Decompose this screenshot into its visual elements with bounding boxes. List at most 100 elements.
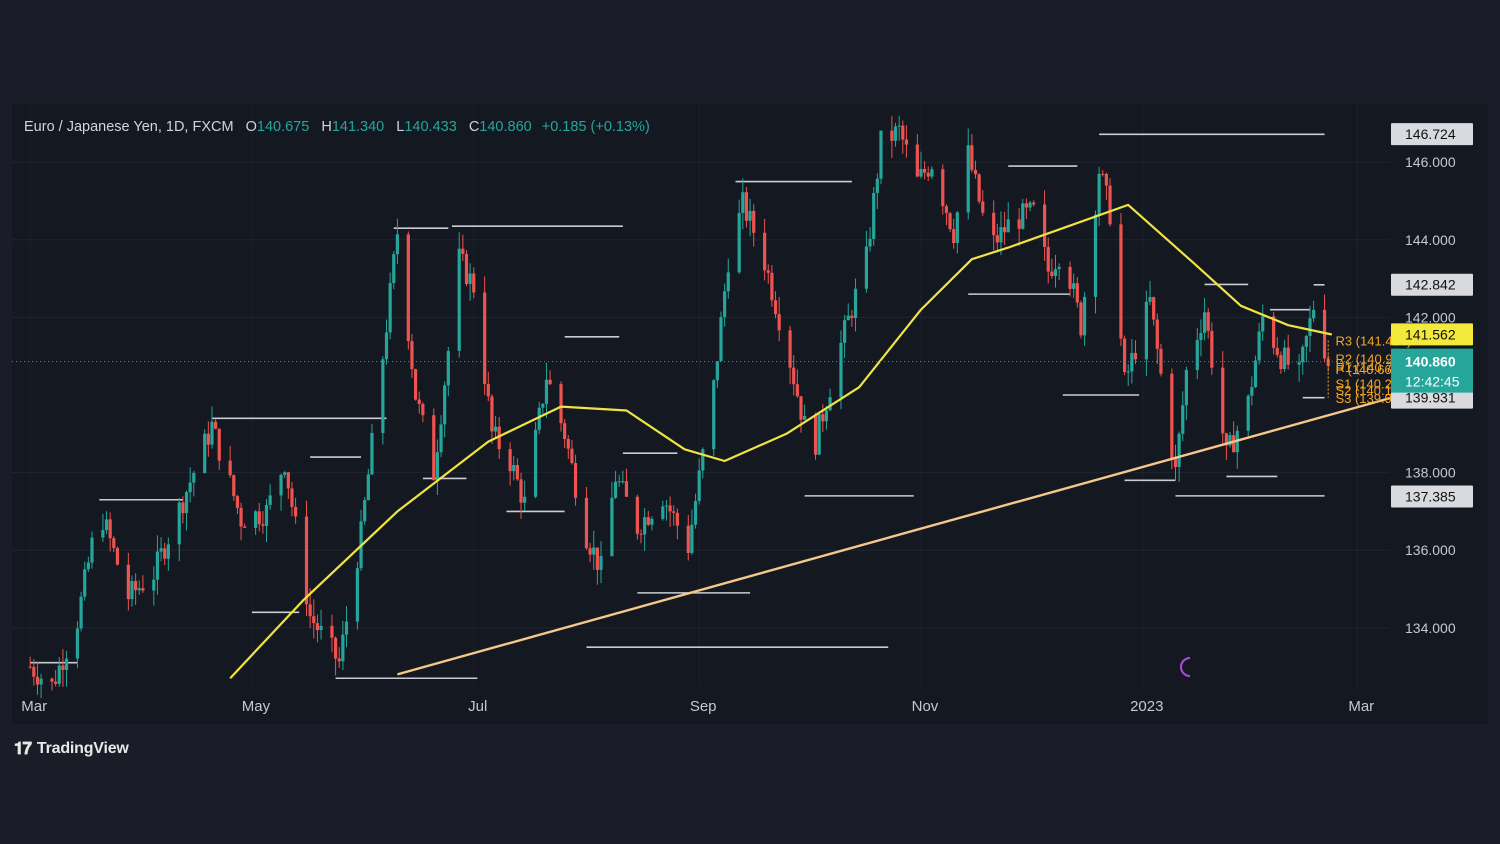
y-tick-label: 144.000 — [1405, 232, 1456, 248]
candle-down — [1101, 173, 1105, 175]
candle-down — [1133, 352, 1138, 360]
candle-up — [392, 254, 396, 284]
symbol-legend: Euro / Japanese Yen, 1D, FXCM O140.675 H… — [24, 119, 650, 135]
candle-down — [977, 174, 981, 202]
candle-up — [443, 385, 447, 425]
candle-down — [472, 273, 476, 293]
candle-down — [1024, 203, 1029, 208]
candle-up — [748, 210, 752, 221]
candle-down — [850, 315, 854, 319]
candle-up — [955, 212, 959, 244]
candle-up — [650, 518, 654, 525]
candle-up — [279, 474, 283, 496]
candle-up — [395, 234, 400, 255]
candle-up — [1257, 331, 1261, 361]
candle-up — [741, 192, 745, 214]
candle-down — [1224, 433, 1228, 446]
candle-down — [417, 399, 421, 404]
candle-down — [515, 465, 519, 480]
candle-down — [1108, 185, 1112, 225]
candle-up — [1097, 173, 1101, 215]
candle-down — [777, 314, 781, 331]
low-key: L — [396, 119, 405, 135]
candle-up — [533, 429, 538, 497]
candle-down — [1104, 174, 1109, 186]
candle-up — [79, 596, 83, 629]
candle-down — [337, 658, 341, 662]
candle-down — [126, 564, 130, 600]
candle-down — [243, 526, 247, 528]
candle-down — [1210, 330, 1214, 368]
candle-up — [1253, 360, 1258, 388]
candle-down — [108, 519, 112, 539]
y-tick-label: 146.000 — [1405, 154, 1456, 170]
candle-down — [257, 511, 261, 525]
candle-down — [563, 423, 567, 439]
price-badge-label: 141.562 — [1405, 326, 1456, 342]
candle-up — [1184, 369, 1188, 406]
candle-up — [439, 424, 443, 453]
candle-up — [188, 482, 192, 493]
candle-up — [355, 568, 360, 622]
candle-up — [1057, 266, 1061, 270]
candle-up — [1312, 309, 1316, 319]
candle-down — [483, 292, 487, 385]
candle-down — [1155, 319, 1159, 349]
chart-area[interactable]: R3 (141.404) R2 (140.946) R1 (140.725) P (1… — [12, 104, 1488, 724]
candle-up — [701, 449, 705, 471]
candle-up — [1301, 346, 1305, 363]
candle-down — [795, 384, 799, 397]
candle-down — [675, 512, 679, 526]
price-badge-label: 146.724 — [1405, 126, 1456, 142]
candle-up — [159, 548, 163, 552]
x-tick-label: Mar — [1348, 698, 1374, 715]
candle-up — [283, 472, 287, 475]
candle-up — [846, 315, 850, 321]
candle-up — [384, 332, 389, 360]
candle-down — [559, 384, 563, 424]
candle-down — [330, 625, 334, 638]
candle-up — [664, 505, 669, 507]
y-tick-label: 136.000 — [1405, 542, 1456, 558]
candle-up — [1006, 219, 1010, 233]
candle-down — [115, 547, 120, 565]
candle-up — [1181, 405, 1185, 434]
candle-up — [693, 500, 698, 525]
candle-down — [992, 212, 996, 236]
price-chart[interactable]: R3 (141.404)R2 (140.946)R1 (140.725)P (1… — [12, 104, 1488, 724]
candle-up — [341, 634, 345, 662]
y-tick-label: 142.000 — [1405, 309, 1456, 325]
candle-down — [995, 235, 999, 243]
candle-down — [981, 201, 985, 213]
x-tick-label: Jul — [468, 698, 487, 715]
candle-down — [1002, 227, 1007, 233]
price-badge-label: 142.842 — [1405, 277, 1456, 293]
candle-up — [264, 504, 269, 526]
candle-down — [813, 416, 818, 455]
x-tick-label: 2023 — [1130, 698, 1163, 715]
candle-down — [141, 588, 145, 591]
candle-down — [773, 300, 778, 315]
candle-up — [457, 248, 461, 351]
candle-down — [261, 524, 265, 526]
candle-up — [715, 361, 719, 381]
support-trendline — [397, 396, 1391, 676]
candle-down — [821, 414, 825, 422]
candle-up — [319, 625, 323, 631]
candle-up — [75, 628, 80, 659]
candle-down — [464, 253, 469, 285]
candle-down — [1221, 367, 1225, 434]
candle-up — [930, 169, 934, 177]
x-tick-label: Mar — [21, 698, 47, 715]
candle-down — [763, 232, 767, 271]
candle-down — [752, 210, 756, 233]
candle-down — [635, 496, 639, 534]
candle-up — [1297, 362, 1301, 365]
candle-up — [617, 481, 621, 483]
candle-up — [599, 556, 603, 570]
high-key: H — [321, 119, 332, 135]
candle-up — [690, 524, 694, 553]
tradingview-logo[interactable]: 𝟏𝟕 TradingView — [14, 739, 129, 759]
candle-up — [541, 403, 545, 408]
candle-up — [872, 192, 876, 239]
